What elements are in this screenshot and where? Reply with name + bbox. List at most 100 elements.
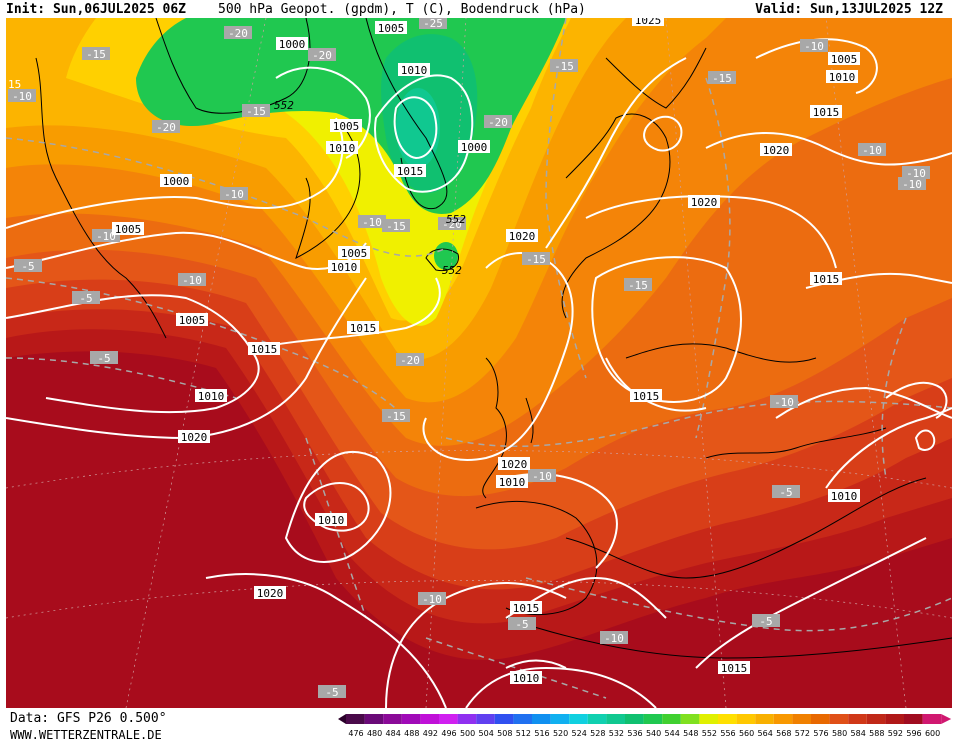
scale-tick-label: 584 bbox=[851, 729, 866, 738]
color-scale: 476 480 484 488 492 496 500 504 508 512 516 520 524 5… bbox=[338, 714, 952, 738]
svg-text:1015: 1015 bbox=[251, 343, 278, 356]
temperature-label: -5 bbox=[14, 259, 42, 273]
svg-text:1000: 1000 bbox=[279, 38, 306, 51]
isotherms bbox=[6, 18, 952, 699]
svg-text:1000: 1000 bbox=[461, 141, 488, 154]
pressure-label: 1010 bbox=[828, 489, 860, 503]
scale-tick-label: 536 bbox=[627, 729, 642, 738]
svg-text:-5: -5 bbox=[779, 486, 792, 499]
svg-text:1020: 1020 bbox=[763, 144, 790, 157]
svg-text:1020: 1020 bbox=[509, 230, 536, 243]
pressure-label: 1015 bbox=[510, 601, 542, 615]
svg-text:-15: -15 bbox=[246, 105, 266, 118]
svg-text:1010: 1010 bbox=[318, 514, 345, 527]
scale-swatch bbox=[457, 714, 477, 724]
temperature-label: -10 bbox=[858, 143, 886, 157]
temperature-label: -5 bbox=[752, 614, 780, 628]
svg-text:-15: -15 bbox=[86, 48, 106, 61]
edge-label: 15 bbox=[8, 78, 21, 91]
temperature-label: -15 bbox=[624, 278, 652, 292]
pressure-label: 1005 bbox=[338, 246, 370, 260]
geopotential-label-group: 552 552 552 bbox=[274, 99, 466, 277]
svg-text:1010: 1010 bbox=[198, 390, 225, 403]
scale-tick-label: 564 bbox=[758, 729, 773, 738]
temperature-label: -10 bbox=[8, 89, 36, 103]
svg-text:1005: 1005 bbox=[179, 314, 206, 327]
temperature-label: -10 bbox=[528, 469, 556, 483]
scale-tick-label: 576 bbox=[813, 729, 828, 738]
data-source: Data: GFS P26 0.500° bbox=[10, 711, 167, 726]
valid-time: Valid: Sun,13JUL2025 12Z bbox=[755, 2, 943, 17]
pressure-label: 1010 bbox=[510, 671, 542, 685]
svg-text:-10: -10 bbox=[96, 230, 116, 243]
temperature-label: -15 bbox=[550, 59, 578, 73]
svg-text:1010: 1010 bbox=[513, 672, 540, 685]
pressure-label: 1015 bbox=[718, 661, 750, 675]
scale-swatch bbox=[569, 714, 588, 724]
website: WWW.WETTERZENTRALE.DE bbox=[10, 728, 162, 742]
pressure-label: 1010 bbox=[326, 141, 358, 155]
scale-tick-label: 548 bbox=[683, 729, 698, 738]
scale-tick-label: 600 bbox=[925, 729, 940, 738]
scale-tick-label: 532 bbox=[609, 729, 624, 738]
pressure-label: 1015 bbox=[630, 389, 662, 403]
temperature-label: -10 bbox=[600, 631, 628, 645]
temperature-label-group: -20 -25 -15 -10 -20 -15 bbox=[8, 18, 930, 699]
temperature-label: -15 bbox=[382, 409, 410, 423]
pressure-label: 1000 bbox=[458, 140, 490, 154]
scale-tick-label: 596 bbox=[906, 729, 921, 738]
band-540 bbox=[396, 88, 440, 168]
pressure-label: 1010 bbox=[826, 70, 858, 84]
svg-text:1015: 1015 bbox=[813, 273, 840, 286]
svg-text:1000: 1000 bbox=[163, 175, 190, 188]
map-header: Init: Sun,06JUL2025 06Z 500 hPa Geopot. … bbox=[0, 0, 959, 20]
pressure-label: 1025 bbox=[632, 18, 664, 27]
temperature-label: -20 bbox=[484, 115, 512, 129]
pressure-label: 1005 bbox=[828, 52, 860, 66]
pressure-label: 1015 bbox=[248, 342, 280, 356]
scale-tick-label: 544 bbox=[665, 729, 680, 738]
svg-text:1020: 1020 bbox=[501, 458, 528, 471]
temperature-label: -20 bbox=[224, 26, 252, 40]
svg-text:-10: -10 bbox=[362, 216, 382, 229]
scale-tick-label: 552 bbox=[702, 729, 717, 738]
temperature-label: -20 bbox=[308, 48, 336, 62]
scale-swatch bbox=[401, 714, 421, 724]
pressure-label: 1010 bbox=[398, 63, 430, 77]
pressure-label: 1000 bbox=[160, 174, 192, 188]
temperature-label: -20 bbox=[438, 217, 466, 231]
scale-swatch bbox=[662, 714, 681, 724]
scale-swatch bbox=[885, 714, 904, 724]
scale-swatch bbox=[494, 714, 514, 724]
pressure-label: 1000 bbox=[276, 37, 308, 51]
map-footer: Data: GFS P26 0.500° WWW.WETTERZENTRALE.… bbox=[0, 708, 959, 742]
svg-text:-20: -20 bbox=[156, 121, 176, 134]
init-time: Init: Sun,06JUL2025 06Z bbox=[6, 2, 187, 17]
svg-text:1015: 1015 bbox=[721, 662, 748, 675]
scale-tick-label: 540 bbox=[646, 729, 661, 738]
temperature-label: -15 bbox=[708, 71, 736, 85]
temperature-label: -10 bbox=[178, 273, 206, 287]
temperature-label: -10 bbox=[902, 166, 930, 180]
svg-text:1005: 1005 bbox=[378, 22, 405, 35]
svg-text:1020: 1020 bbox=[691, 196, 718, 209]
temperature-label: -15 bbox=[382, 219, 410, 233]
scale-swatch bbox=[866, 714, 886, 724]
scale-tick-label: 508 bbox=[497, 729, 512, 738]
temperature-label: -5 bbox=[318, 685, 346, 699]
scale-tick-label: 500 bbox=[460, 729, 475, 738]
svg-text:-25: -25 bbox=[423, 18, 443, 30]
temperature-label: -10 bbox=[358, 215, 386, 229]
temperature-label: -15 bbox=[82, 47, 110, 61]
geopotential-label: 552 bbox=[274, 99, 294, 112]
geopotential-field bbox=[6, 18, 952, 708]
scale-swatch bbox=[922, 714, 942, 724]
scale-swatch bbox=[680, 714, 700, 724]
svg-text:-5: -5 bbox=[97, 352, 110, 365]
svg-text:1010: 1010 bbox=[401, 64, 428, 77]
scale-swatch bbox=[420, 714, 439, 724]
scale-swatch bbox=[718, 714, 737, 724]
pressure-label: 1010 bbox=[195, 389, 227, 403]
temperature-label: -10 bbox=[800, 39, 828, 53]
temperature-label: -5 bbox=[772, 485, 800, 499]
